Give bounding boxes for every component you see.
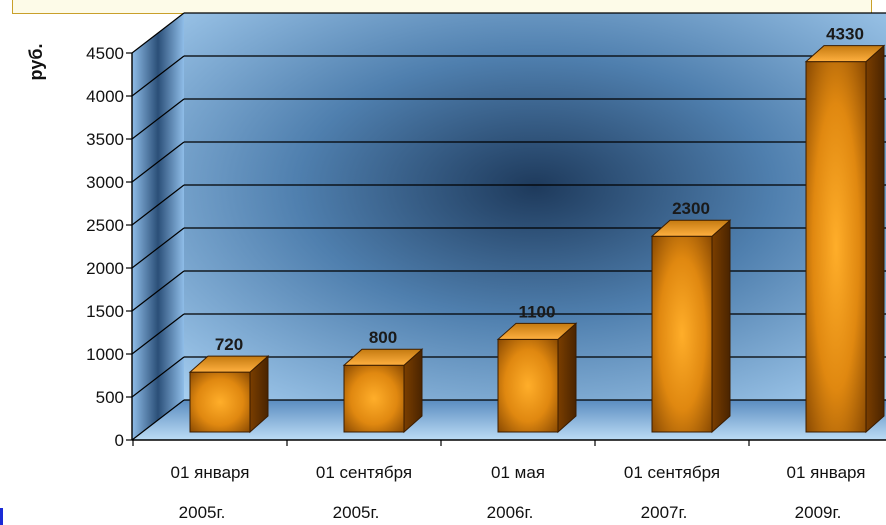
bar-front	[651, 235, 713, 433]
x-tick-label: 01 сентября	[624, 463, 720, 482]
y-tick-label: 1500	[86, 302, 124, 321]
x-tick-label: 01 сентября	[316, 463, 412, 482]
x-tick-label: 2009г.	[795, 503, 842, 522]
y-tick-label: 500	[96, 388, 124, 407]
x-tick-label: 2006г.	[487, 503, 534, 522]
gridline-diagonal	[131, 98, 185, 140]
gridline-diagonal	[131, 227, 185, 269]
y-tick-label: 3000	[86, 173, 124, 192]
y-tick-label: 0	[115, 431, 124, 450]
gridline-diagonal	[131, 356, 185, 398]
bar	[650, 219, 732, 434]
bars	[188, 44, 886, 434]
bar-side	[711, 219, 731, 434]
y-tick-label: 2000	[86, 259, 124, 278]
bar-front	[497, 338, 559, 433]
gridline-diagonal	[131, 141, 185, 183]
data-labels: 720 800 1100 2300 4330	[215, 25, 864, 354]
data-label: 720	[215, 335, 243, 354]
bar-front	[343, 364, 405, 433]
gridline-diagonal	[131, 55, 185, 97]
x-tick-label: 01 января	[787, 463, 866, 482]
gridline-diagonal	[131, 184, 185, 226]
bar	[188, 354, 270, 434]
gridline-diagonal	[131, 399, 185, 441]
side-wall	[132, 13, 184, 440]
x-tick-label: 2007г.	[641, 503, 688, 522]
data-label: 2300	[672, 199, 710, 218]
bar	[804, 44, 886, 434]
bar-top	[650, 219, 732, 237]
x-tick-label: 01 мая	[491, 463, 545, 482]
bar-top	[342, 348, 424, 366]
gridline-diagonal	[131, 313, 185, 355]
y-axis: 0 500 1000 1500 2000 2500 3000 3500 4000 4500	[86, 44, 133, 450]
bar-front	[189, 371, 251, 433]
x-tick-label: 01 января	[171, 463, 250, 482]
y-axis-title: руб.	[26, 44, 46, 81]
y-tick-label: 1000	[86, 345, 124, 364]
bar-top	[188, 355, 270, 373]
bar	[342, 348, 424, 434]
y-tick-label: 4500	[86, 44, 124, 63]
bar-front	[805, 61, 867, 433]
slide-edge-marker	[0, 508, 3, 525]
gridline-diagonal	[131, 270, 185, 312]
data-label: 1100	[519, 302, 556, 321]
data-label: 800	[369, 328, 397, 347]
data-label: 4330	[826, 25, 864, 44]
x-axis-labels: 01 января 2005г. 01 сентября 2005г. 01 мая 20…	[132, 439, 886, 522]
x-tick-label: 2005г.	[333, 503, 380, 522]
bar-top	[496, 322, 578, 340]
x-tick-label: 2005г.	[179, 503, 226, 522]
bar	[496, 322, 578, 434]
gridline-diagonal	[131, 12, 185, 54]
bar-side	[557, 322, 577, 434]
y-tick-label: 4000	[86, 87, 124, 106]
y-tick-label: 3500	[86, 130, 124, 149]
bar-side	[865, 44, 885, 434]
bar-top	[804, 45, 886, 63]
y-tick-label: 2500	[86, 216, 124, 235]
